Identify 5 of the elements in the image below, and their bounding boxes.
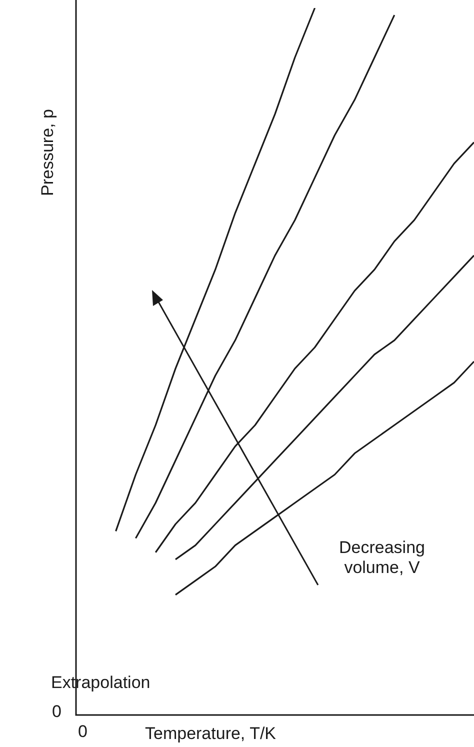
text: 0 (78, 722, 88, 742)
annotation: Decreasing volume, V (338, 538, 426, 578)
text: 0 (52, 702, 62, 722)
y-axis-title: Pressure, p (38, 109, 58, 196)
x-axis-title: Temperature, T/K (145, 724, 276, 744)
